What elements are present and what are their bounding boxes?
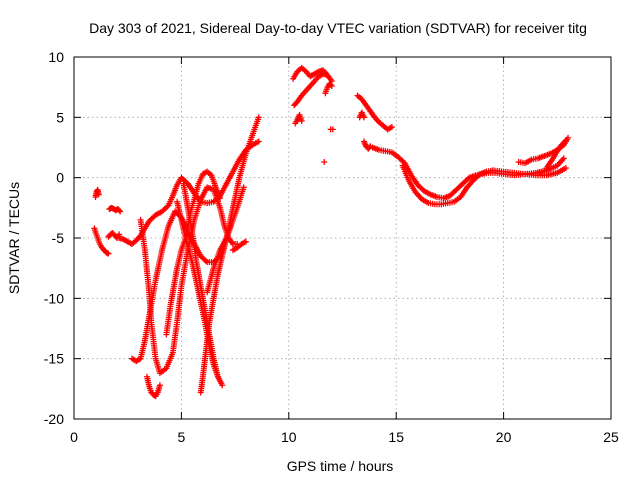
x-tick-label: 10 bbox=[281, 429, 297, 445]
data-point bbox=[360, 114, 367, 121]
series-arc8 bbox=[144, 373, 163, 400]
data-point bbox=[562, 165, 569, 172]
series-arc9 bbox=[163, 168, 224, 338]
series-arc19 bbox=[321, 158, 328, 165]
series-arc16 bbox=[291, 70, 331, 109]
data-point bbox=[214, 373, 221, 380]
data-point bbox=[298, 117, 305, 124]
data-point bbox=[105, 250, 112, 257]
axis-ticks: 0 5 10 15 20 25 -20 -15 -10 -5 0 5 10 bbox=[44, 49, 619, 445]
data-point bbox=[329, 126, 336, 133]
series-arc24 bbox=[369, 144, 567, 202]
data-point bbox=[95, 191, 102, 198]
x-tick-label: 15 bbox=[388, 429, 404, 445]
series-arc13 bbox=[204, 184, 247, 296]
data-point bbox=[324, 72, 331, 79]
y-tick-label: -20 bbox=[44, 411, 64, 427]
data-point bbox=[327, 81, 334, 88]
data-points bbox=[91, 64, 572, 400]
chart-title: Day 303 of 2021, Sidereal Day-to-day VTE… bbox=[89, 20, 587, 36]
series-arc23 bbox=[360, 138, 374, 152]
data-point bbox=[117, 208, 124, 215]
data-point bbox=[242, 238, 249, 245]
data-point bbox=[321, 158, 328, 165]
series-arc20 bbox=[327, 126, 336, 133]
data-point bbox=[328, 82, 335, 89]
data-point bbox=[202, 257, 209, 264]
y-tick-label: 10 bbox=[48, 49, 64, 65]
y-tick-label: 5 bbox=[56, 109, 64, 125]
series-arc26 bbox=[489, 165, 569, 179]
x-tick-label: 20 bbox=[496, 429, 512, 445]
data-point bbox=[116, 207, 123, 214]
y-tick-label: -5 bbox=[52, 230, 65, 246]
data-point bbox=[560, 155, 567, 162]
data-point bbox=[156, 382, 163, 389]
x-tick-label: 0 bbox=[70, 429, 78, 445]
series-arc28 bbox=[543, 137, 569, 172]
data-point bbox=[562, 137, 569, 144]
series-arc2 bbox=[91, 225, 112, 257]
series-arc22 bbox=[356, 109, 367, 121]
series-arc17 bbox=[292, 111, 305, 127]
data-point bbox=[219, 382, 226, 389]
series-arc1 bbox=[92, 186, 102, 200]
y-tick-label: 0 bbox=[56, 170, 64, 186]
data-point bbox=[164, 203, 171, 210]
series-arc12 bbox=[197, 222, 234, 396]
x-tick-label: 5 bbox=[178, 429, 186, 445]
series-arc25 bbox=[399, 162, 496, 208]
series-arc14 bbox=[229, 238, 249, 254]
data-point bbox=[240, 184, 247, 191]
data-point bbox=[217, 195, 224, 202]
series-arc18 bbox=[322, 80, 335, 97]
series-arc21 bbox=[354, 92, 395, 133]
y-tick-label: -15 bbox=[44, 351, 64, 367]
x-tick-label: 25 bbox=[603, 429, 619, 445]
series-arc4 bbox=[106, 204, 124, 215]
x-axis-label: GPS time / hours bbox=[287, 458, 394, 474]
data-point bbox=[255, 138, 262, 145]
data-point bbox=[388, 123, 395, 130]
y-tick-label: -10 bbox=[44, 290, 64, 306]
grid-lines bbox=[74, 57, 611, 419]
data-point bbox=[255, 114, 262, 121]
y-axis-label: SDTVAR / TECUs bbox=[6, 182, 22, 294]
